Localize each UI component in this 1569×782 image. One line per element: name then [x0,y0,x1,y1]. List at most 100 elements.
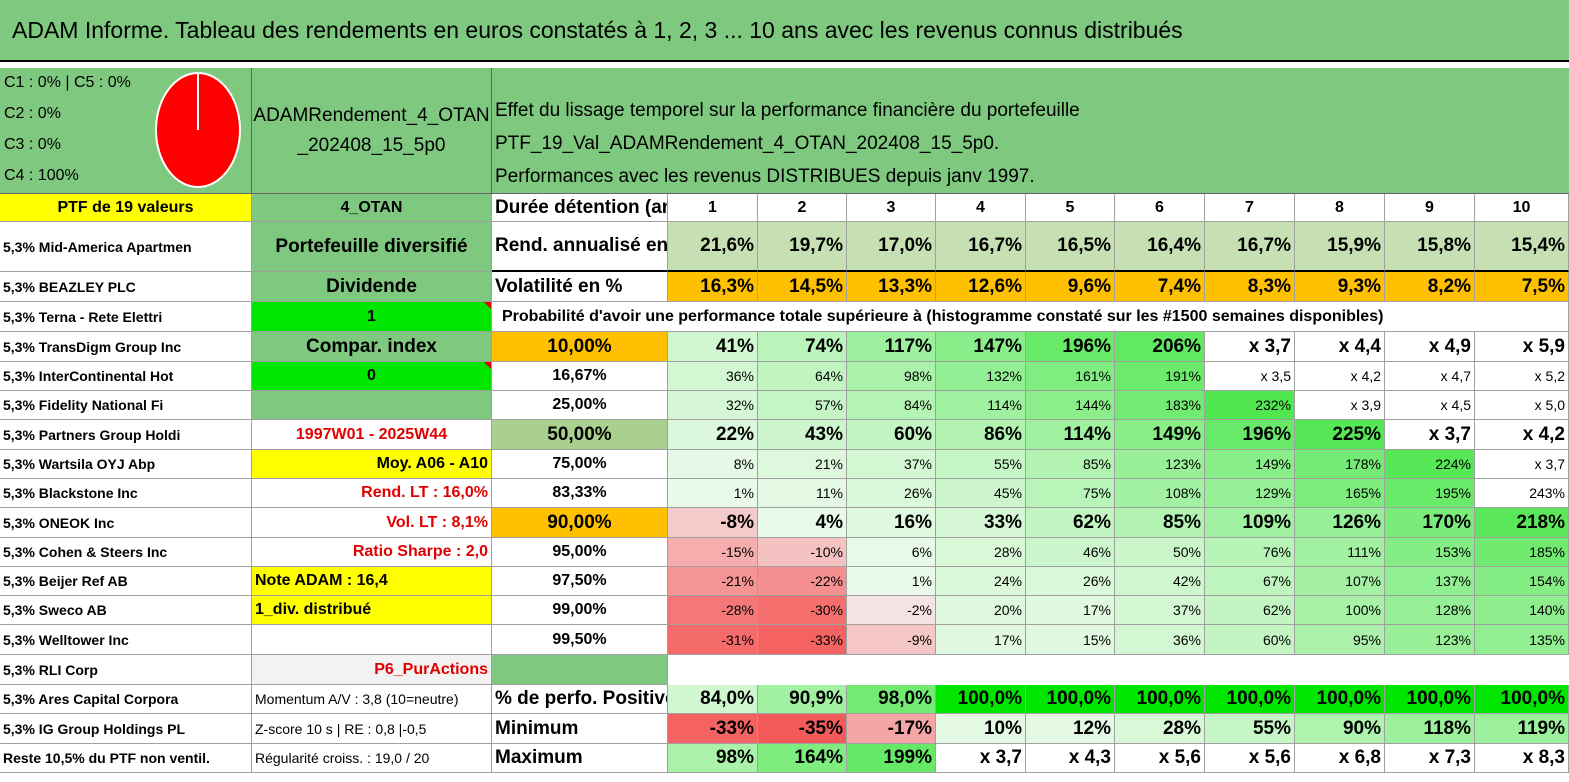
probability-value: 100% [1295,596,1385,625]
probability-value: -10% [758,538,847,567]
annualized-return-value: 16,7% [936,222,1026,272]
probability-value: 129% [1205,479,1295,508]
probability-value: -30% [758,596,847,625]
probability-value: x 3,7 [1475,450,1569,479]
maximum-value: 164% [758,744,847,773]
probability-level: 99,00% [492,596,668,625]
probability-value: 161% [1026,362,1115,391]
holding-row: 5,3% Beijer Ref AB [0,567,252,596]
probability-value: 185% [1475,538,1569,567]
probability-value: 36% [668,362,758,391]
maximum-value: x 7,3 [1385,744,1475,773]
maximum-value: 98% [668,744,758,773]
annualized-return-value: 15,4% [1475,222,1569,272]
probability-value: 218% [1475,508,1569,538]
probability-value: 46% [1026,538,1115,567]
comment-marker [484,302,491,309]
probability-value: 4% [758,508,847,538]
probability-value: x 4,2 [1475,420,1569,450]
probability-value: 28% [936,538,1026,567]
annualized-return-value: 17,0% [847,222,936,272]
probability-level: 10,00% [492,332,668,362]
volatility-value: 7,4% [1115,272,1205,302]
probability-value: 16% [847,508,936,538]
probability-level: 16,67% [492,362,668,391]
probability-value: 114% [936,391,1026,420]
probability-value: 243% [1475,479,1569,508]
sharpe-ratio: Ratio Sharpe : 2,0 [252,538,492,567]
volatility-value: 16,3% [668,272,758,302]
probability-value: 225% [1295,420,1385,450]
strategy: Dividende [252,272,492,302]
probability-value: -2% [847,596,936,625]
probability-value: 41% [668,332,758,362]
probability-value: 178% [1295,450,1385,479]
holding-row: 5,3% RLI Corp [0,655,252,685]
probability-value: 55% [936,450,1026,479]
minimum-value: 118% [1385,714,1475,744]
probability-value: 135% [1475,625,1569,655]
probability-value: 32% [668,391,758,420]
compare-index: Compar. index [252,332,492,362]
description: Effet du lissage temporel sur la perform… [492,68,1569,194]
portfolio-code: 4_OTAN [252,194,492,222]
probability-value: 117% [847,332,936,362]
momentum: Momentum A/V : 3,8 (10=neutre) [252,685,492,714]
empty-cell [252,391,492,420]
probability-value: 26% [1026,567,1115,596]
holding-row: 5,3% Blackstone Inc [0,479,252,508]
probability-value: 196% [1205,420,1295,450]
minimum-value: 10% [936,714,1026,744]
minimum-value: 119% [1475,714,1569,744]
probability-value: x 3,7 [1205,332,1295,362]
probability-value: 183% [1115,391,1205,420]
holding-row: 5,3% Welltower Inc [0,625,252,655]
probability-value: 153% [1385,538,1475,567]
probability-value: 98% [847,362,936,391]
probability-value: 86% [936,420,1026,450]
probability-value: -31% [668,625,758,655]
probability-value: 21% [758,450,847,479]
ptf-count-label: PTF de 19 valeurs [0,194,252,222]
probability-value: 6% [847,538,936,567]
probability-value: 149% [1205,450,1295,479]
probability-value: 60% [1205,625,1295,655]
probability-value: 45% [936,479,1026,508]
probability-value: x 5,2 [1475,362,1569,391]
probability-value: 75% [1026,479,1115,508]
probability-value: 85% [1115,508,1205,538]
probability-value: 170% [1385,508,1475,538]
probability-value: x 4,2 [1295,362,1385,391]
probability-value: -8% [668,508,758,538]
probability-level: 50,00% [492,420,668,450]
probability-value: 64% [758,362,847,391]
probability-value: x 4,9 [1385,332,1475,362]
probability-value: 111% [1295,538,1385,567]
positive-perf-value: 98,0% [847,685,936,714]
probability-value: 67% [1205,567,1295,596]
probability-value: 62% [1205,596,1295,625]
probability-value: 37% [847,450,936,479]
z-score: Z-score 10 s | RE : 0,8 |-0,5 [252,714,492,744]
maximum-value: x 6,8 [1295,744,1385,773]
minimum-value: 90% [1295,714,1385,744]
probability-level: 83,33% [492,479,668,508]
positive-perf-value: 100,0% [1295,685,1385,714]
minimum-value: 55% [1205,714,1295,744]
probability-value: 123% [1115,450,1205,479]
probability-value: 137% [1385,567,1475,596]
probability-value: -21% [668,567,758,596]
probability-value: 33% [936,508,1026,538]
probability-value: 191% [1115,362,1205,391]
positive-perf-value: 100,0% [1205,685,1295,714]
probability-value: x 3,5 [1205,362,1295,391]
annualized-return-value: 15,9% [1295,222,1385,272]
holding-row: 5,3% TransDigm Group Inc [0,332,252,362]
probability-value: x 4,7 [1385,362,1475,391]
holding-row: 5,3% BEAZLEY PLC [0,272,252,302]
annualized-return-value: 16,7% [1205,222,1295,272]
volatility-value: 14,5% [758,272,847,302]
probability-value: x 3,7 [1385,420,1475,450]
annualized-return-value: 16,5% [1026,222,1115,272]
probability-value: 109% [1205,508,1295,538]
